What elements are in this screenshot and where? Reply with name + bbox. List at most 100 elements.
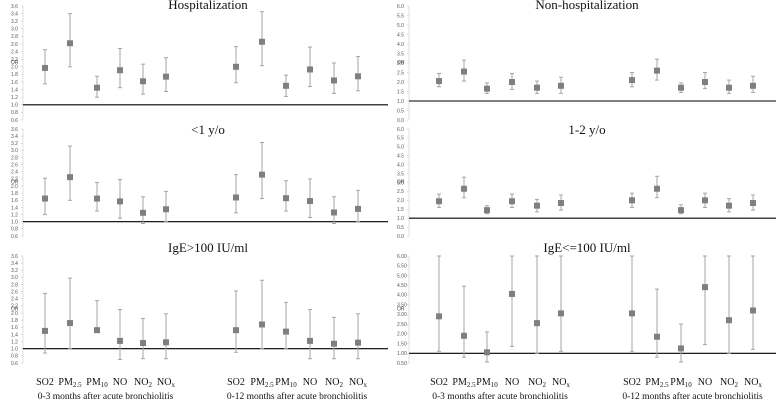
y-tick-label: 4.5 <box>397 32 404 38</box>
odds-ratio-point <box>534 202 540 209</box>
y-tick-label: 4.00 <box>397 293 407 299</box>
odds-ratio-point <box>67 174 73 181</box>
category-label: SO2 <box>227 377 245 388</box>
category-label: NOx <box>552 377 570 389</box>
y-tick-label: 0.6 <box>11 234 18 240</box>
y-tick-label: 3.5 <box>397 171 404 177</box>
y-tick-label: 1.00 <box>397 351 407 357</box>
y-tick-label: 2.6 <box>11 289 18 295</box>
y-tick-label: 5.50 <box>397 264 407 270</box>
y-tick-label: 1.0 <box>397 216 404 222</box>
chart-panel: IgE<=100 IU/ml 0.50 1.00 1.50 2.00 2.50 3.00 3.… <box>397 240 776 367</box>
chart-panel: Non-hospitalization 0.0 0.5 1.0 1.5 2.0 2.5 3.0… <box>397 0 776 124</box>
odds-ratio-point <box>629 197 635 204</box>
category-label: NOx <box>744 377 762 389</box>
odds-ratio-point <box>509 198 515 205</box>
y-tick-label: 1.8 <box>11 318 18 324</box>
chart-panel: 1-2 y/o 0.0 0.5 1.0 1.5 2.0 2.5 3.0 3.5 4.0 4.5 5.0… <box>397 122 776 240</box>
odds-ratio-point <box>140 340 146 347</box>
y-tick-label: 2.0 <box>11 311 18 317</box>
y-tick-label: 5.5 <box>397 136 404 142</box>
category-label: PM2.5 <box>645 377 669 389</box>
odds-ratio-point <box>436 313 442 320</box>
y-tick-label: 0.8 <box>11 110 18 116</box>
odds-ratio-point <box>726 202 732 209</box>
y-tick-label: 1.2 <box>11 339 18 345</box>
odds-ratio-point <box>331 340 337 347</box>
category-label: PM10 <box>86 377 108 389</box>
y-tick-label: 4.0 <box>397 162 404 168</box>
odds-ratio-point <box>94 84 100 91</box>
odds-ratio-point <box>702 79 708 85</box>
y-tick-label: 0.0 <box>397 234 404 240</box>
y-tick-label: 1.0 <box>397 99 404 105</box>
y-tick-label: 2.4 <box>11 49 18 55</box>
odds-ratio-point <box>355 205 361 212</box>
y-tick-label: 6.0 <box>397 4 404 10</box>
y-tick-label: 3.4 <box>11 134 18 140</box>
category-label: PM10 <box>476 377 498 389</box>
y-tick-label: 2.4 <box>11 170 18 176</box>
odds-ratio-point <box>484 349 490 356</box>
y-tick-label: 3.6 <box>11 4 18 10</box>
odds-ratio-point <box>558 310 564 317</box>
odds-ratio-point <box>436 78 442 85</box>
y-tick-label: 2.8 <box>11 155 18 161</box>
y-tick-label: 2.4 <box>11 297 18 303</box>
y-tick-label: 0.6 <box>11 118 18 124</box>
odds-ratio-point <box>355 339 361 346</box>
odds-ratio-point <box>163 206 169 213</box>
y-tick-label: 5.5 <box>397 13 404 19</box>
category-label: PM10 <box>670 377 692 389</box>
y-tick-label: 1.6 <box>11 325 18 331</box>
category-label: PM2.5 <box>250 377 274 389</box>
y-axis-label: OR <box>11 180 19 186</box>
odds-ratio-point <box>355 73 361 80</box>
y-axis-label: OR <box>397 180 405 186</box>
odds-ratio-point <box>654 67 660 74</box>
y-tick-label: 2.00 <box>397 332 407 338</box>
y-tick-label: 0.8 <box>11 227 18 233</box>
odds-ratio-point <box>678 84 684 91</box>
odds-ratio-point <box>461 185 467 192</box>
category-label: NOx <box>349 377 367 389</box>
period-label: 0-3 months after acute bronchiolitis <box>432 391 568 402</box>
y-tick-label: 2.6 <box>11 42 18 48</box>
odds-ratio-point <box>331 77 337 84</box>
odds-ratio-point <box>67 40 73 47</box>
odds-ratio-point <box>42 327 48 334</box>
y-tick-label: 1.50 <box>397 341 407 347</box>
odds-ratio-point <box>233 327 239 334</box>
y-tick-label: 1.0 <box>11 347 18 353</box>
odds-ratio-point <box>94 195 100 202</box>
panel-title: 1-2 y/o <box>568 122 605 137</box>
y-tick-label: 1.0 <box>11 220 18 226</box>
y-tick-label: 1.2 <box>11 95 18 101</box>
category-label: SO2 <box>623 377 641 388</box>
odds-ratio-point <box>750 200 756 207</box>
odds-ratio-point <box>558 200 564 207</box>
panel-title: IgE>100 IU/ml <box>168 240 248 255</box>
odds-ratio-point <box>283 82 289 89</box>
period-label: 0-12 months after acute bronchiolitis <box>227 391 368 402</box>
panel-title: Hospitalization <box>168 0 248 12</box>
category-label: NO2 <box>325 377 343 389</box>
category-label: PM2.5 <box>58 377 82 389</box>
category-label: NO <box>113 377 127 388</box>
odds-ratio-point <box>117 337 123 344</box>
y-tick-label: 0.6 <box>11 361 18 367</box>
y-tick-label: 1.6 <box>11 80 18 86</box>
y-tick-label: 0.0 <box>397 118 404 124</box>
odds-ratio-point <box>436 198 442 205</box>
odds-ratio-point <box>726 84 732 91</box>
odds-ratio-point <box>654 185 660 192</box>
odds-ratio-point <box>558 82 564 89</box>
odds-ratio-point <box>67 320 73 327</box>
category-label: NO <box>698 377 712 388</box>
category-label: SO2 <box>430 377 448 388</box>
y-tick-label: 1.2 <box>11 212 18 218</box>
odds-ratio-point <box>42 195 48 202</box>
y-tick-label: 1.0 <box>11 103 18 109</box>
y-tick-label: 3.5 <box>397 51 404 57</box>
